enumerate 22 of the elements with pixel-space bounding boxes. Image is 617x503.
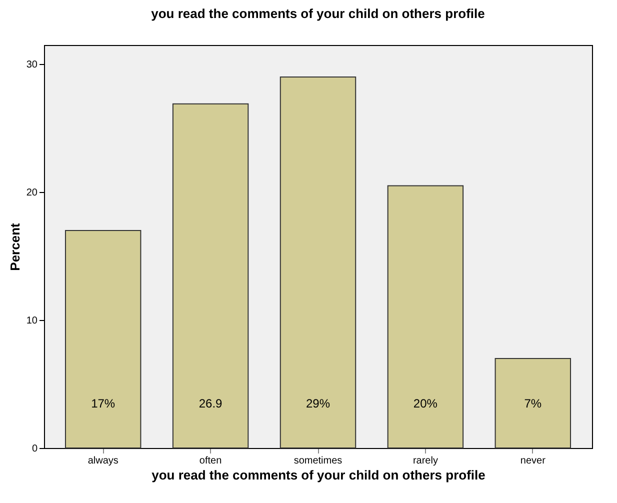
x-tick-label: sometimes bbox=[294, 456, 342, 466]
bar bbox=[172, 103, 249, 448]
x-axis-title: you read the comments of your child on others profile bbox=[152, 468, 486, 482]
y-tick-label: 20 bbox=[26, 188, 38, 199]
data-label: 17% bbox=[91, 396, 116, 410]
bar bbox=[280, 76, 356, 448]
x-tick-label: rarely bbox=[412, 456, 438, 466]
y-tick-label: 30 bbox=[26, 60, 38, 71]
y-tick-label: 0 bbox=[32, 444, 38, 454]
x-tick-label: often bbox=[199, 456, 222, 466]
y-axis-title: Percent bbox=[7, 222, 22, 271]
y-tick-label: 10 bbox=[26, 316, 38, 327]
bar bbox=[387, 185, 464, 448]
x-tick-label: never bbox=[520, 456, 546, 466]
data-label: 20% bbox=[413, 396, 438, 410]
chart-title: you read the comments of your child on others profile bbox=[151, 6, 485, 21]
data-label: 7% bbox=[524, 396, 542, 410]
bar bbox=[494, 358, 572, 448]
x-tick-label: always bbox=[88, 456, 118, 466]
bar bbox=[64, 230, 142, 448]
data-label: 26.9 bbox=[198, 396, 223, 410]
data-label: 29% bbox=[306, 396, 330, 410]
